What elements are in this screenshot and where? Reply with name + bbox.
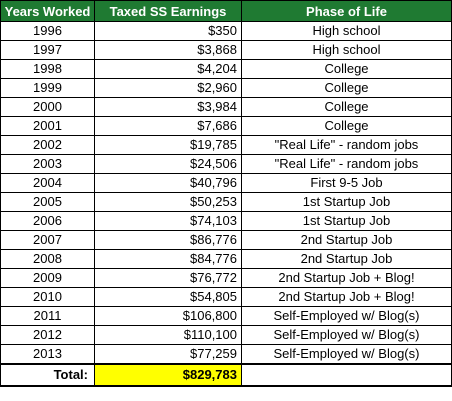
earnings-cell[interactable]: $4,204 [95, 60, 242, 79]
phase-cell[interactable]: College [242, 98, 452, 117]
year-cell[interactable]: 2009 [1, 269, 95, 288]
phase-cell[interactable]: 1st Startup Job [242, 193, 452, 212]
table-row: 2006 $74,103 1st Startup Job [1, 212, 452, 231]
phase-cell[interactable]: 2nd Startup Job + Blog! [242, 269, 452, 288]
year-cell[interactable]: 2012 [1, 326, 95, 345]
table-row: 1998 $4,204 College [1, 60, 452, 79]
earnings-cell[interactable]: $74,103 [95, 212, 242, 231]
earnings-cell[interactable]: $7,686 [95, 117, 242, 136]
table-row: 2001 $7,686 College [1, 117, 452, 136]
earnings-table: Years Worked Taxed SS Earnings Phase of … [0, 0, 452, 387]
phase-cell[interactable]: Self-Employed w/ Blog(s) [242, 345, 452, 365]
earnings-cell[interactable]: $106,800 [95, 307, 242, 326]
phase-cell[interactable]: "Real Life" - random jobs [242, 136, 452, 155]
earnings-cell[interactable]: $40,796 [95, 174, 242, 193]
year-cell[interactable]: 2013 [1, 345, 95, 365]
phase-cell[interactable]: Self-Employed w/ Blog(s) [242, 307, 452, 326]
total-label[interactable]: Total: [1, 364, 95, 386]
table-row: 2005 $50,253 1st Startup Job [1, 193, 452, 212]
earnings-cell[interactable]: $2,960 [95, 79, 242, 98]
table-row: 2012 $110,100 Self-Employed w/ Blog(s) [1, 326, 452, 345]
year-cell[interactable]: 2011 [1, 307, 95, 326]
total-empty-cell[interactable] [242, 364, 452, 386]
year-cell[interactable]: 2001 [1, 117, 95, 136]
table-row: 2002 $19,785 "Real Life" - random jobs [1, 136, 452, 155]
phase-cell[interactable]: College [242, 60, 452, 79]
header-taxed-ss-earnings[interactable]: Taxed SS Earnings [95, 1, 242, 22]
year-cell[interactable]: 1996 [1, 22, 95, 41]
earnings-cell[interactable]: $84,776 [95, 250, 242, 269]
table-row: 2009 $76,772 2nd Startup Job + Blog! [1, 269, 452, 288]
phase-cell[interactable]: College [242, 79, 452, 98]
year-cell[interactable]: 2000 [1, 98, 95, 117]
earnings-cell[interactable]: $86,776 [95, 231, 242, 250]
total-value[interactable]: $829,783 [95, 364, 242, 386]
earnings-cell[interactable]: $3,984 [95, 98, 242, 117]
earnings-cell[interactable]: $76,772 [95, 269, 242, 288]
table-row: 1999 $2,960 College [1, 79, 452, 98]
table-row: 2008 $84,776 2nd Startup Job [1, 250, 452, 269]
phase-cell[interactable]: 2nd Startup Job [242, 231, 452, 250]
year-cell[interactable]: 1999 [1, 79, 95, 98]
header-years-worked[interactable]: Years Worked [1, 1, 95, 22]
year-cell[interactable]: 2003 [1, 155, 95, 174]
year-cell[interactable]: 1997 [1, 41, 95, 60]
phase-cell[interactable]: Self-Employed w/ Blog(s) [242, 326, 452, 345]
earnings-cell[interactable]: $54,805 [95, 288, 242, 307]
table-row: 2004 $40,796 First 9-5 Job [1, 174, 452, 193]
table-row: 2011 $106,800 Self-Employed w/ Blog(s) [1, 307, 452, 326]
phase-cell[interactable]: 2nd Startup Job [242, 250, 452, 269]
phase-cell[interactable]: "Real Life" - random jobs [242, 155, 452, 174]
phase-cell[interactable]: High school [242, 41, 452, 60]
table-row: 2000 $3,984 College [1, 98, 452, 117]
table-row: 1996 $350 High school [1, 22, 452, 41]
earnings-cell[interactable]: $350 [95, 22, 242, 41]
total-row: Total: $829,783 [1, 364, 452, 386]
phase-cell[interactable]: High school [242, 22, 452, 41]
earnings-cell[interactable]: $50,253 [95, 193, 242, 212]
earnings-cell[interactable]: $110,100 [95, 326, 242, 345]
phase-cell[interactable]: 1st Startup Job [242, 212, 452, 231]
earnings-cell[interactable]: $24,506 [95, 155, 242, 174]
year-cell[interactable]: 2007 [1, 231, 95, 250]
earnings-cell[interactable]: $77,259 [95, 345, 242, 365]
year-cell[interactable]: 2004 [1, 174, 95, 193]
year-cell[interactable]: 1998 [1, 60, 95, 79]
header-row: Years Worked Taxed SS Earnings Phase of … [1, 1, 452, 22]
table-row: 2007 $86,776 2nd Startup Job [1, 231, 452, 250]
table-row: 1997 $3,868 High school [1, 41, 452, 60]
earnings-cell[interactable]: $3,868 [95, 41, 242, 60]
table-row: 2013 $77,259 Self-Employed w/ Blog(s) [1, 345, 452, 365]
table-row: 2003 $24,506 "Real Life" - random jobs [1, 155, 452, 174]
phase-cell[interactable]: 2nd Startup Job + Blog! [242, 288, 452, 307]
year-cell[interactable]: 2006 [1, 212, 95, 231]
header-phase-of-life[interactable]: Phase of Life [242, 1, 452, 22]
table-row: 2010 $54,805 2nd Startup Job + Blog! [1, 288, 452, 307]
earnings-cell[interactable]: $19,785 [95, 136, 242, 155]
year-cell[interactable]: 2002 [1, 136, 95, 155]
phase-cell[interactable]: First 9-5 Job [242, 174, 452, 193]
year-cell[interactable]: 2005 [1, 193, 95, 212]
year-cell[interactable]: 2010 [1, 288, 95, 307]
year-cell[interactable]: 2008 [1, 250, 95, 269]
phase-cell[interactable]: College [242, 117, 452, 136]
